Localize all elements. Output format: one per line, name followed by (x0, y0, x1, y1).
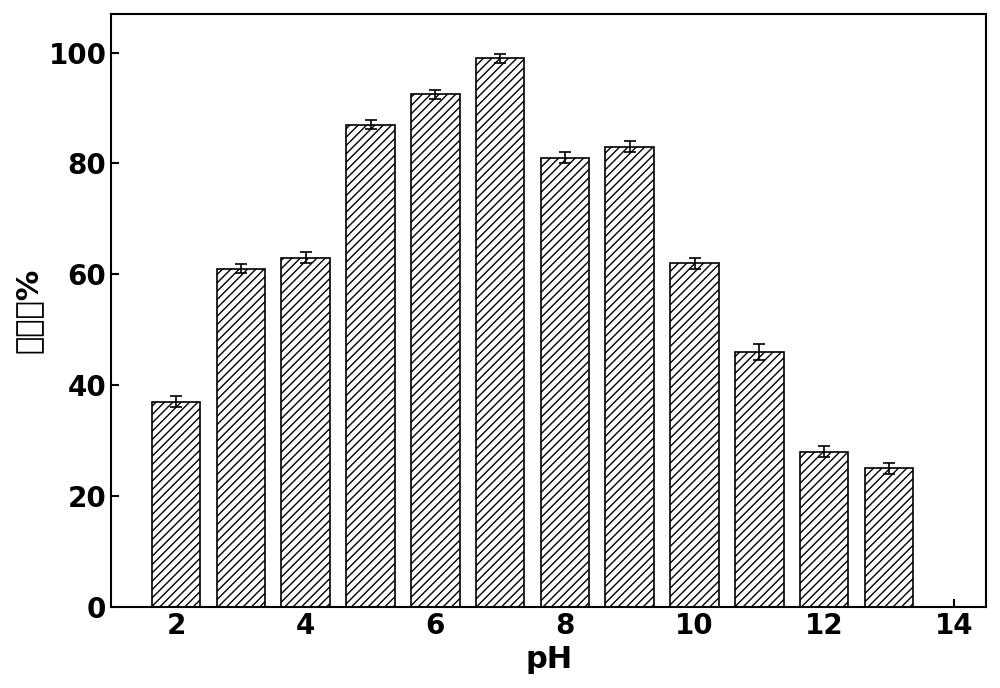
Bar (411, 94, 460, 607)
Bar (670, 264, 719, 607)
Bar (605, 147, 654, 607)
Bar (346, 125, 395, 607)
Bar (217, 269, 265, 607)
Bar (476, 58, 524, 607)
Bar (281, 258, 330, 607)
Bar (541, 158, 589, 607)
Bar (800, 451, 848, 607)
Y-axis label: 抑制率%: 抑制率% (14, 268, 43, 353)
X-axis label: pH: pH (525, 645, 572, 674)
Bar (865, 469, 913, 607)
Bar (735, 352, 784, 607)
Bar (152, 402, 200, 607)
